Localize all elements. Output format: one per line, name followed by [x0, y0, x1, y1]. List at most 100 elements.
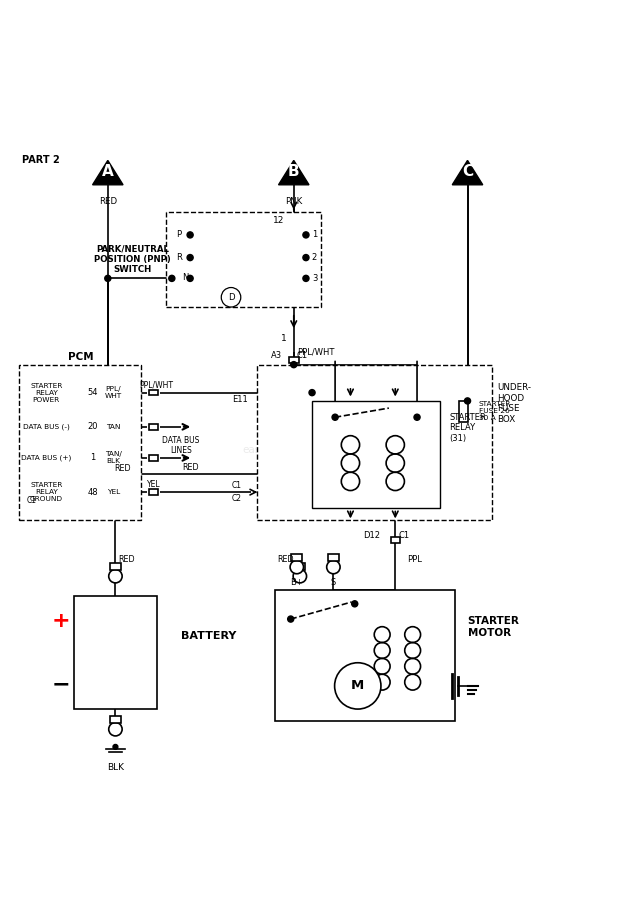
Text: RED: RED	[277, 555, 294, 564]
Circle shape	[113, 744, 118, 750]
Circle shape	[334, 662, 381, 709]
Bar	[149, 490, 158, 495]
Bar	[110, 562, 121, 570]
Bar	[312, 401, 440, 508]
Circle shape	[187, 275, 193, 282]
Bar	[294, 562, 305, 570]
Text: R: R	[176, 253, 182, 262]
Bar	[391, 537, 400, 544]
Text: N: N	[182, 274, 188, 283]
Circle shape	[105, 275, 111, 282]
Text: 1: 1	[312, 230, 317, 239]
Bar	[276, 590, 455, 721]
Text: DATA BUS (-): DATA BUS (-)	[23, 424, 70, 430]
Text: D: D	[227, 292, 234, 302]
Circle shape	[303, 232, 309, 238]
Text: PPL: PPL	[407, 555, 422, 564]
Circle shape	[309, 390, 315, 396]
Circle shape	[287, 616, 294, 622]
Text: A3: A3	[271, 351, 282, 360]
Text: PCM: PCM	[67, 352, 93, 363]
Text: S: S	[331, 579, 336, 588]
Circle shape	[303, 275, 309, 282]
Circle shape	[221, 287, 241, 307]
Text: B+: B+	[290, 579, 303, 588]
Text: 1: 1	[90, 454, 95, 463]
Circle shape	[187, 255, 193, 261]
Text: STARTER
RELAY
(31): STARTER RELAY (31)	[449, 413, 486, 443]
Bar	[149, 455, 158, 461]
Text: YEL: YEL	[146, 481, 160, 490]
Text: C: C	[462, 165, 473, 179]
Text: PART 2: PART 2	[22, 156, 60, 166]
Text: M: M	[351, 680, 365, 692]
Text: 3: 3	[312, 274, 317, 283]
Text: UNDER-
HOOD
FUSE
BOX: UNDER- HOOD FUSE BOX	[497, 383, 531, 424]
Text: RED: RED	[99, 197, 117, 206]
Circle shape	[290, 561, 303, 574]
Circle shape	[303, 255, 309, 261]
Polygon shape	[279, 160, 309, 184]
Text: D12: D12	[363, 531, 380, 540]
Text: BLK: BLK	[107, 762, 124, 771]
Text: STARTER
FUSE 26
30 A: STARTER FUSE 26 30 A	[479, 401, 511, 421]
Circle shape	[465, 398, 470, 404]
Text: E11: E11	[232, 395, 248, 404]
Bar	[289, 356, 298, 363]
Text: DATA BUS
LINES: DATA BUS LINES	[163, 436, 200, 455]
Circle shape	[332, 414, 338, 420]
Text: YEL: YEL	[107, 489, 120, 495]
Text: RED: RED	[119, 555, 135, 564]
Text: DATA BUS (+): DATA BUS (+)	[21, 454, 72, 461]
Circle shape	[293, 570, 307, 583]
Text: C1: C1	[232, 481, 242, 490]
Text: +: +	[51, 611, 70, 631]
Text: STARTER
RELAY
GROUND: STARTER RELAY GROUND	[30, 482, 63, 502]
Bar	[328, 554, 339, 561]
Text: STARTER
MOTOR: STARTER MOTOR	[467, 616, 519, 638]
Text: PARK/NEUTRAL
POSITION (PNP)
SWITCH: PARK/NEUTRAL POSITION (PNP) SWITCH	[94, 245, 171, 274]
Text: 12: 12	[273, 216, 284, 225]
Bar	[149, 390, 158, 395]
Circle shape	[352, 601, 358, 607]
Text: B: B	[288, 165, 300, 179]
Text: PPL/WHT: PPL/WHT	[297, 348, 334, 357]
Text: C1: C1	[399, 531, 410, 540]
Text: PPL/WHT: PPL/WHT	[140, 381, 174, 390]
Circle shape	[187, 232, 193, 238]
Circle shape	[327, 561, 340, 574]
Circle shape	[290, 362, 297, 368]
Circle shape	[414, 414, 420, 420]
Circle shape	[169, 275, 175, 282]
Text: C1: C1	[27, 496, 36, 505]
Text: C1: C1	[297, 351, 308, 360]
Text: −: −	[51, 674, 70, 694]
Bar	[291, 554, 302, 561]
Text: TAN/
BLK: TAN/ BLK	[105, 452, 122, 464]
Text: RED: RED	[114, 464, 130, 472]
Bar	[110, 716, 121, 723]
Polygon shape	[93, 160, 123, 184]
Text: A: A	[102, 165, 114, 179]
Text: STARTER
RELAY
POWER: STARTER RELAY POWER	[30, 382, 62, 402]
Text: C2: C2	[232, 494, 242, 503]
Bar	[149, 424, 158, 429]
Text: 54: 54	[87, 388, 98, 397]
Bar	[257, 364, 492, 520]
Text: RED: RED	[182, 463, 198, 472]
Text: PPL/
WHT: PPL/ WHT	[104, 386, 122, 399]
Text: easyautodiagnostics.com: easyautodiagnostics.com	[242, 445, 376, 455]
Bar	[74, 597, 156, 709]
Text: TAN: TAN	[106, 424, 121, 430]
Text: 1: 1	[281, 334, 286, 343]
Text: BATTERY: BATTERY	[181, 631, 236, 641]
Bar	[459, 400, 468, 422]
Polygon shape	[452, 160, 483, 184]
Bar	[166, 212, 321, 307]
Bar	[19, 364, 142, 520]
Text: P: P	[177, 230, 182, 239]
Circle shape	[109, 570, 122, 583]
Text: 20: 20	[87, 422, 98, 431]
Text: 48: 48	[87, 488, 98, 497]
Text: 2: 2	[312, 253, 317, 262]
